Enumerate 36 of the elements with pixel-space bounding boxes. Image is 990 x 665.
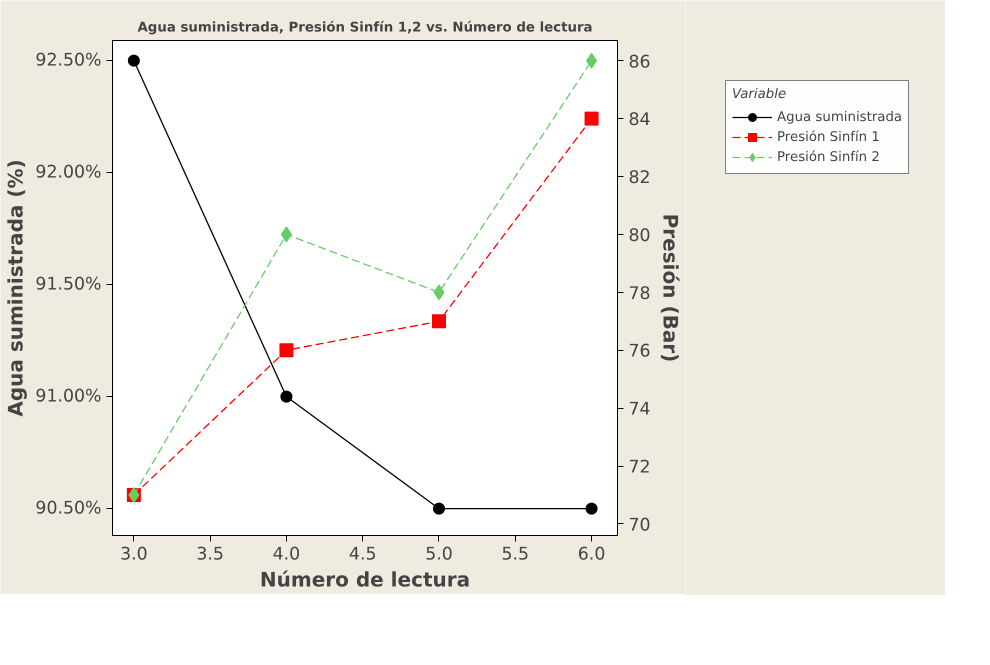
- y-tick-label: 91.50%: [35, 274, 102, 295]
- y-tick-label: 92.50%: [35, 50, 102, 71]
- point: [586, 502, 598, 515]
- y2-tick-label: 80: [628, 226, 651, 246]
- x-tick-label: 4.0: [272, 544, 300, 564]
- y2-tick-label: 82: [628, 168, 651, 188]
- chart-title: Agua suministrada, Presión Sinfín 1,2 vs. Número de lectura: [137, 20, 593, 36]
- legend-label: Presión Sinfín 1: [777, 130, 880, 144]
- y-tick-label: 92.00%: [35, 162, 102, 183]
- y2-tick-label: 84: [628, 110, 651, 130]
- y2-tick-label: 72: [628, 458, 651, 478]
- y2-tick-label: 70: [628, 515, 651, 536]
- legend-title: Variable: [732, 87, 788, 102]
- x-tick-label: 4.5: [348, 544, 376, 564]
- y2-tick-label: 86: [628, 52, 651, 72]
- x-tick-label: 5.5: [502, 544, 530, 564]
- y2-tick-label: 78: [628, 284, 651, 304]
- point: [432, 502, 445, 515]
- legend-label: Presión Sinfín 2: [777, 150, 880, 164]
- y2-tick-label: 76: [628, 342, 651, 362]
- point: [128, 54, 140, 67]
- legend-label: Agua suministrada: [777, 110, 902, 124]
- y-axis-title: Agua suministrada (%): [3, 159, 28, 417]
- point: [432, 314, 446, 328]
- point: [280, 390, 292, 403]
- point: [584, 112, 599, 126]
- y2-axis-title: Presión (Bar): [658, 214, 683, 362]
- y-tick-label: 91.00%: [35, 386, 102, 407]
- x-tick-label: 5.0: [425, 544, 453, 564]
- x-tick-label: 3.5: [196, 544, 224, 564]
- y2-tick-label: 74: [628, 400, 651, 420]
- point: [279, 343, 294, 358]
- x-tick-label: 6.0: [578, 544, 606, 564]
- x-axis-title: Número de lectura: [260, 568, 470, 592]
- x-tick-label: 3.0: [120, 544, 148, 564]
- y-tick-label: 90.50%: [35, 498, 102, 519]
